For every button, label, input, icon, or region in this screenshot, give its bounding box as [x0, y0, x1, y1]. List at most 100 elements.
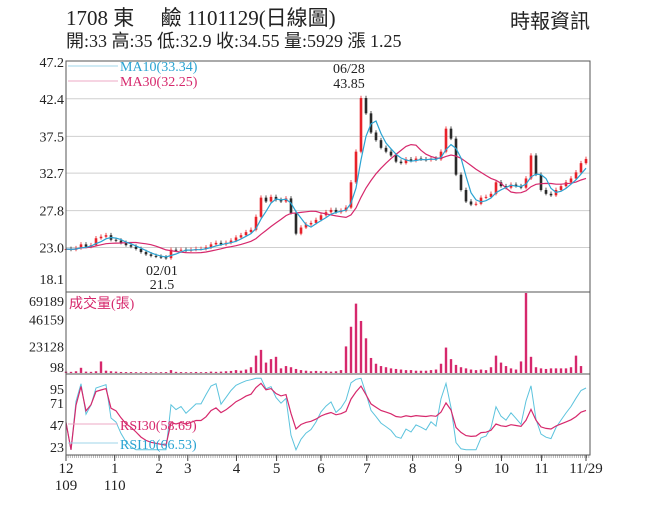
volume-bar [89, 371, 93, 373]
price-tick-label: 32.7 [40, 167, 65, 182]
peak-date-annotation: 06/28 [333, 62, 365, 77]
volume-bar [269, 359, 273, 373]
volume-bar [529, 356, 533, 373]
volume-bar [329, 371, 333, 373]
candle-body [559, 186, 563, 190]
volume-bar [239, 370, 243, 373]
volume-bar [414, 370, 418, 373]
candle-body [114, 239, 118, 241]
volume-bar [94, 371, 98, 373]
moving-averages [65, 120, 587, 258]
volume-bar [119, 371, 123, 373]
ma10-legend: MA10(33.34) [120, 60, 198, 75]
candle-body [314, 219, 318, 223]
volume-bar [164, 372, 168, 373]
volume-bar [184, 372, 188, 373]
x-tick-label: 9 [455, 461, 463, 477]
volume-bar [359, 320, 363, 373]
volume-bar [139, 372, 143, 373]
volume-bar [209, 371, 213, 373]
candle-body [119, 240, 123, 243]
y-tick-labels: 47.2 42.4 37.5 32.7 27.8 23.0 18.1 69189 46159 23… [29, 56, 64, 456]
candle-body [169, 249, 173, 259]
volume-bar [214, 371, 218, 373]
candle-body [289, 198, 293, 213]
volume-bar [74, 371, 78, 373]
volume-bar [84, 371, 88, 373]
volume-bar [384, 367, 388, 373]
candle-body [574, 172, 578, 179]
low-value-annotation: 21.5 [150, 278, 175, 293]
candle-body [444, 128, 448, 152]
rsi10-line [65, 377, 587, 452]
x-tick-year-label: 110 [104, 478, 126, 494]
candle-body [489, 193, 493, 197]
ma30-line [65, 143, 587, 254]
candle-body [319, 215, 323, 220]
volume-bar [554, 368, 558, 373]
candle-body [354, 151, 358, 183]
candle-body [514, 184, 518, 187]
volume-bar [569, 367, 573, 373]
volume-bar [309, 371, 313, 373]
candle-body [479, 197, 483, 204]
volume-bar [524, 293, 528, 373]
volume-bar [449, 359, 453, 373]
candle-body [104, 235, 108, 237]
volume-bar [539, 368, 543, 373]
candle-body [384, 147, 388, 152]
x-tick-label: 6 [317, 461, 325, 477]
volume-bar [379, 366, 383, 373]
candle-body [499, 182, 503, 187]
candle-body [269, 196, 273, 202]
volume-bar [394, 368, 398, 373]
volume-bar [489, 367, 493, 373]
candle-body [254, 216, 258, 230]
volume-bar [399, 369, 403, 373]
candle-body [484, 196, 488, 198]
volume-bar [494, 355, 498, 373]
volume-bar [174, 371, 178, 373]
price-tick-label: 47.2 [40, 56, 65, 71]
volume-bar [519, 361, 523, 373]
source-label: 時報資訊 [510, 10, 590, 33]
candle-body [264, 197, 268, 202]
candle-body [99, 236, 103, 239]
candle-body [214, 242, 218, 245]
volume-bar [374, 363, 378, 373]
candle-body [124, 242, 128, 246]
volume-bar [189, 372, 193, 373]
candle-body [154, 255, 158, 257]
candle-body [159, 256, 163, 258]
candle-body [569, 178, 573, 183]
x-tick-label: 8 [409, 461, 417, 477]
volume-tick-label: 69189 [29, 295, 64, 310]
candle-body [79, 244, 83, 249]
volume-bar [444, 347, 448, 373]
volume-bar [124, 372, 128, 373]
volume-bar [279, 368, 283, 373]
volume-bar [499, 362, 503, 373]
volume-bar [284, 366, 288, 373]
volume-bar [219, 371, 223, 373]
x-tick-label: 5 [273, 461, 281, 477]
volume-bar [244, 369, 248, 373]
volume-bar [249, 367, 253, 373]
candle-body [244, 232, 248, 236]
candle-body [179, 249, 183, 251]
x-tick-label: 11 [534, 461, 548, 477]
volume-bar [134, 372, 138, 373]
candle-body [139, 248, 143, 253]
candle-body [409, 159, 413, 161]
volume-bar [169, 370, 173, 373]
volume-bar [234, 370, 238, 373]
volume-bar [264, 362, 268, 373]
volume-bar [404, 370, 408, 373]
volume-bar [484, 370, 488, 373]
volume-bar [579, 366, 583, 373]
volume-bar [424, 370, 428, 373]
x-tick-label: 3 [184, 461, 192, 477]
candle-body [209, 244, 213, 248]
